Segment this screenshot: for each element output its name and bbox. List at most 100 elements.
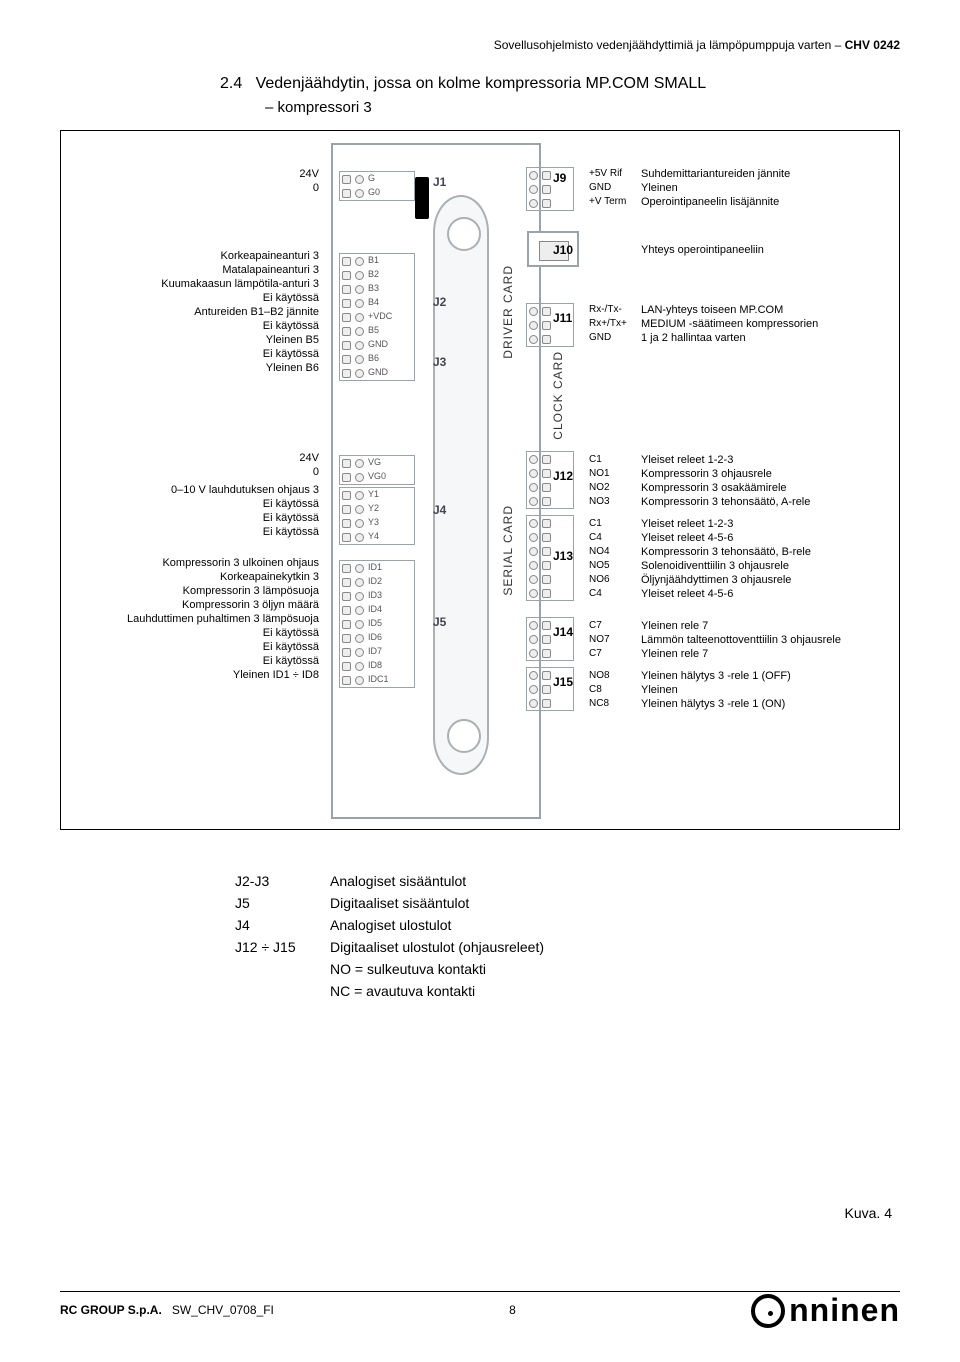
list-item: Rx+/Tx+ xyxy=(589,317,627,331)
list-item: 24V xyxy=(299,167,319,181)
left-g1: 24V 0 xyxy=(299,167,319,195)
pin-label: G0 xyxy=(368,187,380,199)
list-item: Kompressorin 3 tehonsäätö, A-rele xyxy=(641,495,810,509)
j9-pins: +5V Rif GND +V Term xyxy=(589,167,626,209)
list-item: Kompressorin 3 ulkoinen ohjaus xyxy=(127,556,319,570)
legend-key: J4 xyxy=(235,914,330,936)
right-j12: Yleiset releet 1-2-3 Kompressorin 3 ohja… xyxy=(641,453,810,509)
pinblock-j1: G G0 xyxy=(339,171,415,201)
list-item: Yleiset releet 1-2-3 xyxy=(641,453,810,467)
list-item: C8 xyxy=(589,683,610,697)
list-item: Yleinen ID1 ÷ ID8 xyxy=(127,668,319,682)
pin-label: ID4 xyxy=(368,604,382,616)
legend: J2-J3Analogiset sisääntulot J5Digitaalis… xyxy=(235,870,544,1002)
board: G G0 J1 B1 B2 B3 B4 +VDC B5 GND B6 GND J… xyxy=(331,143,541,819)
legend-key: J2-J3 xyxy=(235,870,330,892)
right-j11: LAN-yhteys toiseen MP.COM MEDIUM -säätim… xyxy=(641,303,818,345)
list-item: NO1 xyxy=(589,467,610,481)
right-j13: Yleiset releet 1-2-3 Yleiset releet 4-5-… xyxy=(641,517,811,601)
pin-label: ID6 xyxy=(368,632,382,644)
list-item: GND xyxy=(589,181,626,195)
list-item: 0 xyxy=(299,465,319,479)
footer-page: 8 xyxy=(509,1303,516,1319)
j3-label: J3 xyxy=(433,355,446,371)
legend-val: Digitaaliset ulostulot (ohjausreleet) xyxy=(330,936,544,958)
pin-label: ID5 xyxy=(368,618,382,630)
list-item: 0–10 V lauhdutuksen ohjaus 3 xyxy=(171,483,319,497)
section-title: 2.4 Vedenjäähdytin, jossa on kolme kompr… xyxy=(220,74,706,95)
j1-label: J1 xyxy=(433,175,446,191)
list-item: C1 xyxy=(589,453,610,467)
pin-label: GND xyxy=(368,367,388,379)
j13-label: J13 xyxy=(553,549,573,565)
list-item: NC8 xyxy=(589,697,610,711)
pin-label: Y2 xyxy=(368,503,379,515)
pin-label: B6 xyxy=(368,353,379,365)
driver-card-label: DRIVER CARD xyxy=(501,265,517,359)
pinblock-j4: Y1 Y2 Y3 Y4 xyxy=(339,487,415,545)
footer: RC GROUP S.p.A. SW_CHV_0708_FI 8 nninen xyxy=(0,1290,960,1332)
list-item: NO8 xyxy=(589,669,610,683)
list-item: Ei käytössä xyxy=(171,497,319,511)
j13-pins: C1 C4 NO4 NO5 NO6 C4 xyxy=(589,517,610,601)
list-item: Ei käytössä xyxy=(171,511,319,525)
legend-key: J12 ÷ J15 xyxy=(235,936,330,958)
list-item: C4 xyxy=(589,587,610,601)
pin-label: B2 xyxy=(368,269,379,281)
list-item: +V Term xyxy=(589,195,626,209)
legend-row: NC = avautuva kontakti xyxy=(235,980,544,1002)
list-item: Yleiset releet 4-5-6 xyxy=(641,531,811,545)
list-item: Kompressorin 3 tehonsäätö, B-rele xyxy=(641,545,811,559)
pin-label: Y4 xyxy=(368,531,379,543)
legend-key: J5 xyxy=(235,892,330,914)
list-item: 0 xyxy=(299,181,319,195)
logo: nninen xyxy=(751,1290,900,1332)
list-item: Yleinen rele 7 xyxy=(641,647,841,661)
j4-label: J4 xyxy=(433,503,446,519)
list-item: Yleinen xyxy=(641,181,790,195)
list-item: Lämmön talteenottoventtiilin 3 ohjausrel… xyxy=(641,633,841,647)
j12-pins: C1 NO1 NO2 NO3 xyxy=(589,453,610,509)
j10-label: J10 xyxy=(553,243,573,259)
pin-label: ID3 xyxy=(368,590,382,602)
j15-pins: NO8 C8 NC8 xyxy=(589,669,610,711)
legend-row: J12 ÷ J15Digitaaliset ulostulot (ohjausr… xyxy=(235,936,544,958)
list-item: NO6 xyxy=(589,573,610,587)
footer-left: RC GROUP S.p.A. SW_CHV_0708_FI xyxy=(60,1303,274,1319)
legend-val: Analogiset sisääntulot xyxy=(330,870,466,892)
page: Sovellusohjelmisto vedenjäähdyttimiä ja … xyxy=(0,0,960,1362)
list-item: C7 xyxy=(589,619,610,633)
list-item: Kompressorin 3 osakäämirele xyxy=(641,481,810,495)
list-item: Suhdemittariantureiden jännite xyxy=(641,167,790,181)
list-item: Korkeapaineanturi 3 xyxy=(161,249,319,263)
list-item: Yleinen B5 xyxy=(161,333,319,347)
list-item: Ei käytössä xyxy=(171,525,319,539)
logo-text: nninen xyxy=(789,1290,900,1332)
legend-row: NO = sulkeutuva kontakti xyxy=(235,958,544,980)
list-item: Lauhduttimen puhaltimen 3 lämpösuoja xyxy=(127,612,319,626)
section-title-text: Vedenjäähdytin, jossa on kolme kompresso… xyxy=(256,75,707,92)
list-item: NO5 xyxy=(589,559,610,573)
conn-j9 xyxy=(526,167,574,211)
board-center-shape xyxy=(433,195,489,775)
legend-key xyxy=(235,980,330,1002)
list-item: Yleinen rele 7 xyxy=(641,619,841,633)
pinblock-j2: B1 B2 B3 B4 +VDC B5 GND B6 GND xyxy=(339,253,415,381)
list-item: Yleinen xyxy=(641,683,791,697)
pin-label: +VDC xyxy=(368,311,392,323)
list-item: Rx-/Tx- xyxy=(589,303,627,317)
serial-card-label: SERIAL CARD xyxy=(501,505,517,596)
figure-label: Kuva. 4 xyxy=(845,1204,892,1222)
list-item: Kompressorin 3 öljyn määrä xyxy=(127,598,319,612)
left-g2: Korkeapaineanturi 3 Matalapaineanturi 3 … xyxy=(161,249,319,375)
list-item: +5V Rif xyxy=(589,167,626,181)
list-item: Matalapaineanturi 3 xyxy=(161,263,319,277)
list-item: Yleiset releet 1-2-3 xyxy=(641,517,811,531)
section-subtitle: – kompressori 3 xyxy=(265,98,372,118)
list-item: Ei käytössä xyxy=(127,640,319,654)
black-connector xyxy=(415,177,429,219)
section-number: 2.4 xyxy=(220,75,242,92)
left-g5: Kompressorin 3 ulkoinen ohjaus Korkeapai… xyxy=(127,556,319,682)
j11-pins: Rx-/Tx- Rx+/Tx+ GND xyxy=(589,303,627,345)
right-j10: Yhteys operointipaneeliin xyxy=(641,243,764,257)
